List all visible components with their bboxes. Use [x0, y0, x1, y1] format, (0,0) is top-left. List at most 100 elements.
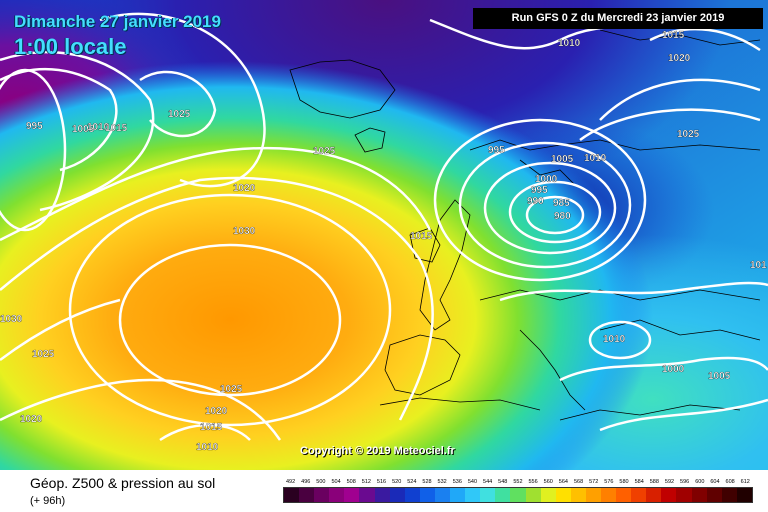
scale-label: 576 [604, 479, 614, 485]
pressure-label: 1025 [168, 109, 191, 120]
scale-swatch [359, 488, 375, 502]
scale-label: 556 [528, 479, 538, 485]
scale-label: 492 [285, 479, 296, 485]
scale-label: 500 [316, 479, 326, 485]
scale-label: 524 [407, 479, 417, 485]
pressure-label: 1005 [551, 154, 574, 165]
scale-swatch [284, 488, 300, 502]
scale-swatch [510, 488, 526, 502]
color-scale-bar [283, 487, 753, 503]
pressure-label: 1025 [32, 349, 55, 360]
scale-swatch [404, 488, 420, 502]
pressure-label: 1030 [233, 226, 256, 237]
scale-swatch [389, 488, 405, 502]
scale-label: 608 [725, 479, 735, 485]
pressure-label: 995 [488, 145, 505, 156]
isobars [0, 12, 768, 442]
legend-panel: Géop. Z500 & pression au sol (+ 96h) 492… [0, 470, 768, 512]
weather-map: 995 1005 1010 1015 1025 1025 1020 1030 1… [0, 0, 768, 470]
scale-label: 520 [392, 479, 402, 485]
pressure-label: 1015 [105, 123, 128, 134]
scale-swatch [585, 488, 601, 502]
scale-label: 592 [664, 479, 675, 485]
run-info-box: Run GFS 0 Z du Mercredi 23 janvier 2019 [473, 8, 763, 29]
pressure-label: 1010 [196, 442, 219, 453]
scale-swatch [570, 488, 586, 502]
scale-label: 548 [498, 479, 508, 485]
scale-swatch [299, 488, 315, 502]
pressure-label: 1020 [233, 183, 256, 194]
pressure-label: 1020 [20, 414, 43, 425]
pressure-label: 1025 [313, 146, 336, 157]
pressure-label: 1005 [708, 371, 731, 382]
scale-swatch [600, 488, 617, 502]
scale-label: 564 [558, 479, 568, 485]
pressure-label: 1010 [87, 122, 110, 133]
legend-subtitle: (+ 96h) [30, 495, 66, 507]
color-scale-labels: 492 496 500 504 508 512 516 520 524 528 532 536 540 5… [283, 479, 753, 485]
scale-label: 508 [346, 479, 356, 485]
scale-label: 604 [710, 479, 720, 485]
pressure-label: 995 [531, 185, 548, 196]
scale-label: 612 [740, 479, 750, 485]
scale-label: 596 [680, 479, 690, 485]
pressure-label: 1000 [662, 364, 685, 375]
scale-swatch [721, 488, 737, 502]
pressure-label: 995 [26, 121, 43, 132]
color-scale: 492 496 500 504 508 512 516 520 524 528 532 536 540 5… [283, 479, 753, 509]
pressure-label: 1030 [0, 314, 23, 325]
pressure-label: 1025 [677, 129, 700, 140]
scale-label: 568 [573, 479, 584, 485]
scale-label: 600 [695, 479, 705, 485]
scale-swatch [661, 488, 677, 502]
scale-swatch [646, 488, 662, 502]
scale-label: 496 [301, 479, 311, 485]
scale-label: 516 [376, 479, 387, 485]
scale-label: 560 [543, 479, 553, 485]
pressure-label: 985 [553, 198, 570, 209]
scale-swatch [631, 488, 647, 502]
map-time-title: 1:00 locale [14, 34, 127, 59]
scale-label: 528 [422, 479, 432, 485]
scale-swatch [480, 488, 496, 502]
scale-swatch [450, 488, 466, 502]
scale-swatch [676, 488, 692, 502]
scale-swatch [525, 488, 541, 502]
scale-label: 588 [649, 479, 659, 485]
scale-label: 540 [467, 479, 478, 485]
scale-swatch [344, 488, 360, 502]
legend-title: Géop. Z500 & pression au sol [30, 475, 216, 491]
map-date-title: Dimanche 27 janvier 2019 [14, 12, 221, 31]
scale-swatch [329, 488, 345, 502]
pressure-label: 101 [750, 260, 767, 271]
pressure-label: 1010 [558, 38, 581, 49]
scale-swatch [706, 488, 722, 502]
pressure-label: 1020 [668, 53, 691, 64]
pressure-label: 1010 [603, 334, 626, 345]
scale-label: 536 [452, 479, 462, 485]
scale-swatch [736, 488, 752, 502]
pressure-label: 1000 [535, 174, 558, 185]
pressure-label: 1020 [205, 406, 228, 417]
pressure-label: 1015 [662, 30, 685, 41]
map-canvas: 995 1005 1010 1015 1025 1025 1020 1030 1… [0, 0, 768, 470]
pressure-label: 1015 [410, 231, 433, 242]
scale-swatch [495, 488, 511, 502]
scale-label: 552 [513, 479, 523, 485]
scale-label: 544 [483, 479, 493, 485]
pressure-label: 1010 [584, 153, 607, 164]
pressure-label: 990 [527, 196, 544, 207]
scale-swatch [434, 488, 451, 502]
isobar-labels: 995 1005 1010 1015 1025 1025 1020 1030 1… [0, 30, 767, 453]
scale-label: 512 [361, 479, 371, 485]
scale-swatch [465, 488, 481, 502]
scale-label: 532 [437, 479, 447, 485]
pressure-label: 1015 [200, 422, 223, 433]
scale-swatch [314, 488, 330, 502]
scale-label: 504 [331, 479, 341, 485]
scale-swatch [374, 488, 390, 502]
scale-swatch [555, 488, 571, 502]
scale-swatch [616, 488, 632, 502]
copyright-text: Copyright © 2019 Meteociel.fr [300, 445, 455, 457]
scale-swatch [540, 488, 556, 502]
